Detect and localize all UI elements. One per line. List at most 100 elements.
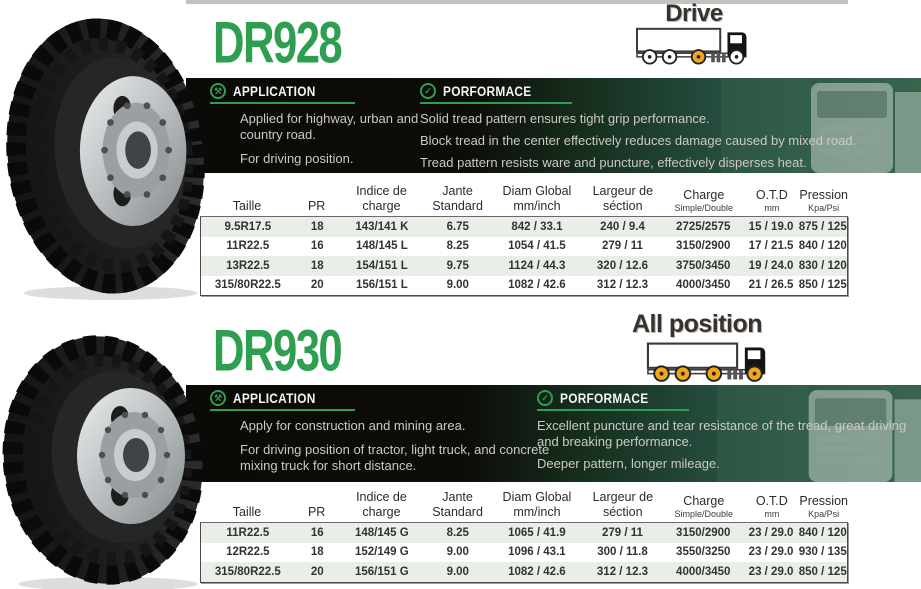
performance-line: Block tread in the center effectively re… (420, 132, 857, 148)
application-line: Applied for highway, urban and country r… (240, 111, 419, 142)
column-header: Diam Global mm/inch (502, 184, 572, 213)
table-cell: 15 / 19.0 (748, 220, 794, 233)
performance-heading: ✓ PORFORMACE (420, 83, 572, 104)
dr928-section: DR928 Drive (6, 0, 921, 300)
column-header: Taille (232, 198, 262, 213)
performance-heading: ✓ PORFORMACE (537, 390, 689, 411)
table-cell: 1082 / 42.6 (508, 279, 566, 292)
table-cell: 23 / 29.0 (748, 546, 794, 559)
performance-line: Solid tread pattern ensures tight grip p… (420, 111, 710, 126)
table-cell: 152/149 G (355, 546, 409, 559)
performance-section: ✓ PORFORMACE Solid tread pattern ensures… (420, 83, 915, 173)
table-cell: 8.25 (446, 526, 469, 539)
table-cell: 19 / 24.0 (748, 259, 794, 272)
spec-table-header: Taille PR Indice de charge Jante Standard Diam… (200, 485, 848, 522)
performance-section: ✓ PORFORMACE Excellent puncture and tear… (537, 390, 915, 478)
tire-photo-dr930 (0, 330, 215, 589)
table-cell: 840 / 120 (798, 526, 847, 539)
application-line: Apply for construction and mining area. (240, 418, 466, 433)
column-header: Pression Kpa/Psi (799, 188, 848, 213)
column-header: O.T.D mm (755, 188, 788, 213)
column-header: Jante Standard (432, 490, 483, 519)
table-row: 11R22.5 16 148/145 L 8.25 1054 / 41.5 279 / 1… (201, 236, 847, 256)
position-label: All position (631, 310, 763, 338)
table-cell: 16 (310, 526, 324, 539)
table-cell: 4000/3450 (676, 565, 731, 578)
performance-line: Tread pattern resists ware and puncture,… (420, 154, 807, 170)
table-cell: 11R22.5 (226, 526, 270, 539)
table-cell: 9.00 (446, 565, 469, 578)
table-cell: 148/145 L (355, 240, 408, 253)
table-cell: 1124 / 44.3 (508, 259, 566, 272)
table-cell: 2725/2575 (676, 220, 731, 233)
table-cell: 21 / 26.5 (748, 279, 794, 292)
application-heading: ⚒ APPLICATION (210, 390, 355, 411)
table-cell: 3150/2900 (676, 240, 731, 253)
table-cell: 9.75 (446, 259, 469, 272)
column-header: Charge Simple/Double (674, 188, 734, 213)
column-header: O.T.D mm (755, 494, 788, 519)
tools-icon: ⚒ (210, 83, 226, 99)
application-line: For driving position of tractor, light t… (240, 441, 550, 473)
table-cell: 315/80R22.5 (214, 565, 281, 578)
table-cell: 23 / 29.0 (748, 526, 794, 539)
table-cell: 9.00 (446, 279, 469, 292)
application-heading-label: APPLICATION (233, 83, 316, 99)
table-cell: 1082 / 42.6 (508, 565, 566, 578)
top-divider (186, 0, 848, 4)
model-title: DR928 (213, 9, 343, 76)
table-cell: 9.5R17.5 (224, 220, 272, 233)
performance-line: Deeper pattern, longer mileage. (537, 455, 720, 471)
table-cell: 312 / 12.3 (596, 565, 649, 578)
table-cell: 8.25 (446, 240, 469, 253)
table-cell: 156/151 L (355, 279, 408, 292)
table-cell: 875 / 125 (798, 220, 847, 233)
table-cell: 9.00 (446, 546, 469, 559)
column-header: Largeur de séction (592, 490, 654, 519)
truck-photo-background (661, 385, 921, 482)
table-cell: 13R22.5 (226, 259, 270, 272)
table-row: 13R22.5 18 154/151 L 9.75 1124 / 44.3 320 / 1… (201, 256, 847, 276)
table-cell: 4000/3450 (676, 279, 731, 292)
column-header: Charge Simple/Double (674, 494, 734, 519)
table-cell: 143/141 K (355, 220, 409, 233)
tire-illustration (6, 18, 205, 300)
table-cell: 6.75 (446, 220, 469, 233)
spec-table-body: 11R22.5 16 148/145 G 8.25 1065 / 41.9 279 / 1… (200, 522, 848, 583)
performance-line: Excellent puncture and tear resistance o… (537, 418, 907, 449)
spec-table-header: Taille PR Indice de charge Jante Standard Diam… (200, 176, 848, 216)
performance-heading-label: PORFORMACE (443, 83, 532, 99)
table-cell: 3550/3250 (676, 546, 731, 559)
application-section: ⚒ APPLICATION Applied for highway, urban… (210, 83, 445, 173)
table-cell: 830 / 120 (798, 259, 847, 272)
spec-table-dr928: Taille PR Indice de charge Jante Standard Diam… (200, 176, 848, 296)
table-cell: 842 / 33.1 (511, 220, 563, 233)
table-cell: 156/151 G (355, 565, 409, 578)
check-icon: ✓ (420, 83, 436, 99)
table-cell: 154/151 L (355, 259, 408, 272)
application-section: ⚒ APPLICATION Apply for construction and… (210, 390, 555, 482)
application-line: For driving position. (240, 150, 354, 166)
spec-table-body: 9.5R17.5 18 143/141 K 6.75 842 / 33.1 240 / 9… (200, 216, 848, 296)
table-row: 9.5R17.5 18 143/141 K 6.75 842 / 33.1 240 / 9… (201, 217, 847, 237)
truck-photo-background (661, 78, 921, 173)
table-cell: 315/80R22.5 (214, 279, 281, 292)
table-cell: 312 / 12.3 (596, 279, 649, 292)
table-cell: 850 / 125 (798, 279, 847, 292)
spec-table-dr930: Taille PR Indice de charge Jante Standard Diam… (200, 485, 848, 583)
performance-text: Excellent puncture and tear resistance o… (537, 418, 915, 472)
table-cell: 11R22.5 (226, 240, 270, 253)
table-cell: 16 (310, 240, 324, 253)
table-cell: 850 / 125 (798, 565, 847, 578)
dr930-section: DR930 All position (0, 308, 921, 589)
table-cell: 279 / 11 (602, 526, 643, 539)
column-header: Indice de charge (356, 184, 407, 213)
column-header: Taille (232, 504, 262, 519)
table-row: 12R22.5 18 152/149 G 9.00 1096 / 43.1 300 / 1… (201, 542, 847, 562)
position-label: Drive (665, 0, 723, 27)
table-cell: 3750/3450 (676, 259, 731, 272)
column-header: Jante Standard (432, 184, 483, 213)
application-heading-label: APPLICATION (233, 390, 316, 406)
truck-position-icon (633, 27, 755, 65)
